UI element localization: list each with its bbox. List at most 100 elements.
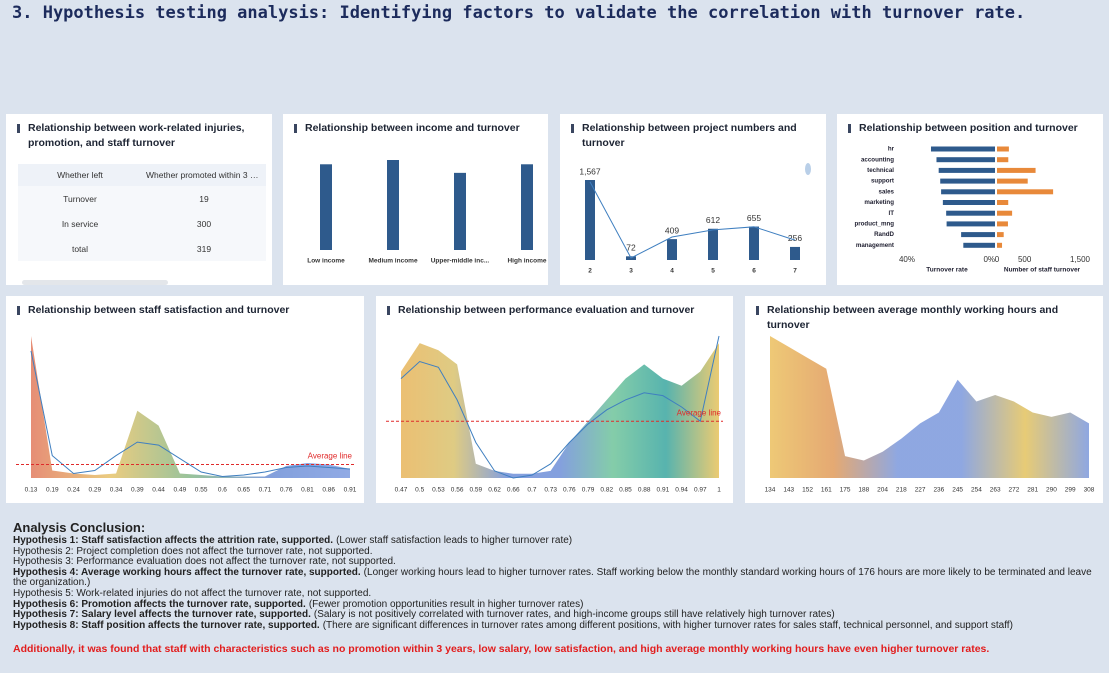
x-tick-label: 227 xyxy=(915,487,926,494)
panel: Relationship between position and turnov… xyxy=(837,114,1103,285)
panel-title: Relationship between average monthly wor… xyxy=(767,304,1059,331)
y-tick-label: product_mng xyxy=(854,221,894,228)
bar xyxy=(997,178,1028,184)
table-cell: 19 xyxy=(142,186,266,211)
bar xyxy=(997,232,1004,238)
bar xyxy=(997,157,1009,163)
panel-title: Relationship between project numbers and… xyxy=(582,122,797,149)
hypothesis: Hypothesis 1: Staff satisfaction affects… xyxy=(13,535,1098,547)
y-tick-label: management xyxy=(856,242,894,249)
hypothesis: Hypothesis 8: Staff position affects the… xyxy=(13,620,1098,632)
hypothesis-detail: (Salary is not positively correlated wit… xyxy=(313,609,835,621)
x-tick-label: 0.71 xyxy=(259,487,272,494)
hypothesis-detail: (Lower staff satisfaction leads to highe… xyxy=(336,535,573,546)
trend-line xyxy=(400,335,720,479)
bar xyxy=(946,221,995,227)
hypothesis-lead: Hypothesis 1: Staff satisfaction affects… xyxy=(13,535,334,546)
x2-tick-label: 0 xyxy=(995,255,1000,264)
data-label: 409 xyxy=(665,225,679,235)
chart: 134 143 152 161 175 188 204 218 227 236 245 254 263 2… xyxy=(765,336,1095,494)
bar xyxy=(946,210,995,216)
hypothesis: Hypothesis 4: Average working hours affe… xyxy=(13,566,1098,589)
x-tick-label: 0.13 xyxy=(25,487,38,494)
x-tick-label: 5 xyxy=(711,268,715,275)
hypothesis: Hypothesis 5: Work-related injuries do n… xyxy=(13,588,1098,600)
table: Whether left Whether promoted within 3 ye… xyxy=(18,164,266,261)
hypothesis-detail: (Longer working hours lead to higher tur… xyxy=(13,566,1092,589)
x-tick-label: 272 xyxy=(1009,487,1020,494)
x-tick-label: 0.24 xyxy=(67,487,80,494)
x-tick-label: 0.5 xyxy=(415,487,424,494)
x-tick-label: Low income xyxy=(307,258,345,265)
panel: Relationship between project numbers and… xyxy=(560,114,826,285)
x-tick-label: 204 xyxy=(877,487,888,494)
x-tick-label: 0.39 xyxy=(131,487,144,494)
scrollbar xyxy=(22,280,168,285)
x-tick-label: 0.86 xyxy=(322,487,335,494)
x-tick-label: 143 xyxy=(783,487,794,494)
panel-title: Relationship between staff satisfaction … xyxy=(28,304,290,316)
chart: Low income Medium income Upper-middle inc.… xyxy=(307,160,547,265)
hypothesis-text: Hypothesis 3: Performance evaluation doe… xyxy=(13,556,396,568)
conclusion: Analysis Conclusion: Hypothesis 1: Staff… xyxy=(13,520,1098,655)
panel: Relationship between performance evaluat… xyxy=(376,296,733,503)
x-tick-label: 299 xyxy=(1065,487,1076,494)
x2-tick-label: 1,500 xyxy=(1070,255,1091,264)
hypothesis-detail: (Fewer promotion opportunities result in… xyxy=(308,598,584,610)
conclusion-heading: Analysis Conclusion: xyxy=(13,520,146,535)
x-tick-label: 263 xyxy=(990,487,1001,494)
x2-tick-label: 500 xyxy=(1018,255,1032,264)
x-tick-label: 236 xyxy=(933,487,944,494)
bar xyxy=(961,232,995,238)
bar xyxy=(320,164,332,250)
hypothesis-lead: Hypothesis 6: Promotion affects the turn… xyxy=(13,598,306,610)
x-tick-label: 134 xyxy=(765,487,776,494)
table-cell: total xyxy=(18,236,142,261)
hypothesis: Hypothesis 7: Salary level affects the t… xyxy=(13,609,1098,621)
table-header-row: Whether left Whether promoted within 3 ye… xyxy=(18,164,266,186)
y-tick-label: IT xyxy=(889,210,895,217)
bar xyxy=(963,242,995,248)
bar xyxy=(749,226,759,260)
bar xyxy=(938,167,995,173)
area xyxy=(401,343,719,478)
y-tick-label: support xyxy=(871,178,894,185)
area xyxy=(770,336,1089,478)
conclusion-note: Additionally, it was found that staff wi… xyxy=(13,643,990,656)
table-cell: 319 xyxy=(142,236,266,261)
data-label: 1,567 xyxy=(579,166,601,176)
hypothesis-text: Hypothesis 2: Project completion does no… xyxy=(13,545,373,557)
chart: hr accounting technical support sales marketi… xyxy=(854,146,1091,274)
y-tick-label: technical xyxy=(867,167,894,174)
x-tick-label: 0.94 xyxy=(675,487,688,494)
table-row: In service 300 xyxy=(18,211,266,236)
x-tick-label: 0.91 xyxy=(657,487,670,494)
x-tick-label: 0.47 xyxy=(395,487,408,494)
x-tick-label: 281 xyxy=(1027,487,1038,494)
title-marker xyxy=(756,306,759,315)
average-label: Average line xyxy=(308,452,353,461)
x-tick-label: 152 xyxy=(802,487,813,494)
x-tick-label: 3 xyxy=(629,268,633,275)
y-tick-label: sales xyxy=(879,188,895,195)
panel: Relationship between income and turnover… xyxy=(283,114,548,285)
chart: Average line 0.47 0.5 0.53 0.56 0.59 0.62 0.66 0… xyxy=(386,335,723,494)
x-tick-label: 2 xyxy=(588,268,592,275)
data-label: 72 xyxy=(626,243,636,253)
x-tick-label: 175 xyxy=(840,487,851,494)
bar xyxy=(997,167,1036,173)
x-tick-label: Medium income xyxy=(368,258,418,265)
bar xyxy=(997,210,1013,216)
chart: 2 1,567 3 72 4 409 5 612 6 655 7 256 xyxy=(579,163,811,275)
page-title: 3. Hypothesis testing analysis: Identify… xyxy=(12,3,1026,23)
bar xyxy=(940,178,995,184)
panel: Relationship between staff satisfaction … xyxy=(6,296,364,503)
x-tick-label: 0.85 xyxy=(619,487,632,494)
x-tick-label: 245 xyxy=(952,487,963,494)
x-tick-label: 0.88 xyxy=(638,487,651,494)
table-row: total 319 xyxy=(18,236,266,261)
x-tick-label: 0.82 xyxy=(600,487,613,494)
bar xyxy=(997,200,1009,205)
x-tick-label: 161 xyxy=(821,487,832,494)
x-tick-label: 218 xyxy=(896,487,907,494)
